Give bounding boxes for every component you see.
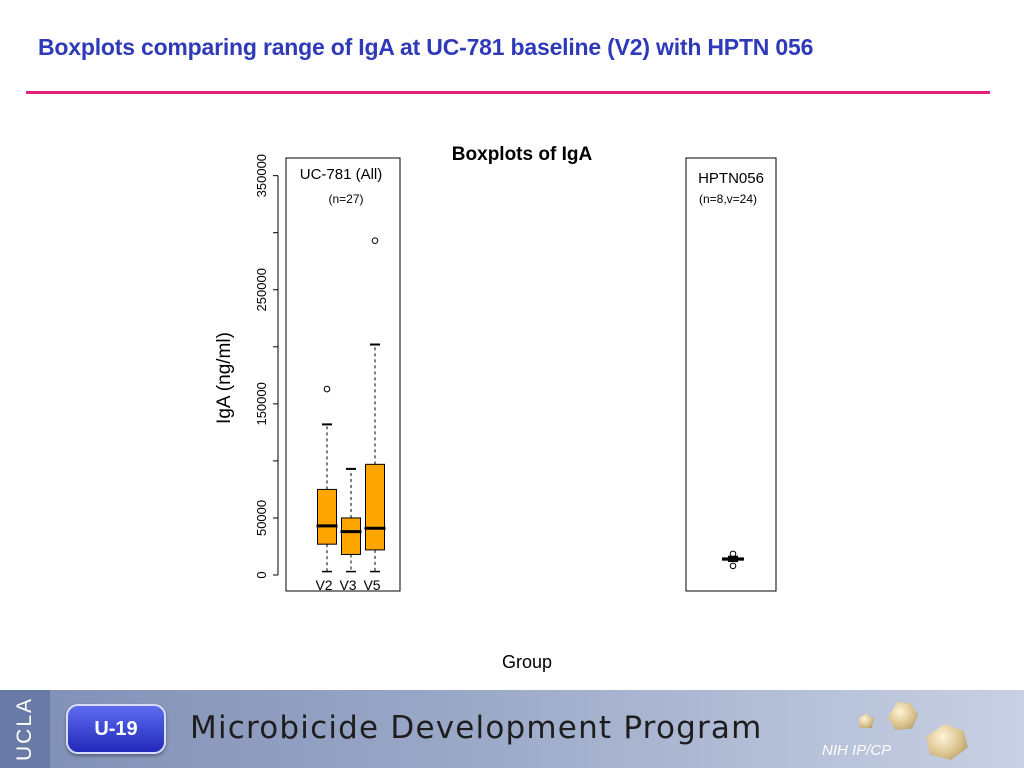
title-divider [26,91,990,94]
panel-frame [685,157,777,592]
u19-badge: U-19 [66,704,166,754]
box-iqr [365,463,385,551]
y-axis-label: IgA (ng/ml) [214,332,235,424]
y-tick-label: 350000 [254,154,269,197]
u19-badge-label: U-19 [94,718,138,740]
box-iqr [317,488,337,545]
ucla-label: UCLA [13,696,36,762]
x-axis-label: Group [502,652,552,672]
panel-sublabel: (n=8,v=24) [699,192,757,206]
box-iqr [341,517,361,555]
box-V3: V3 [339,467,362,593]
panel-label: UC-781 (All) [300,166,383,183]
slide-title: Boxplots comparing range of IgA at UC-78… [38,34,814,60]
box-group [722,550,744,570]
y-axis: 0 50000 150000 250000 350000 [254,154,279,579]
ucla-strip: UCLA [0,690,50,768]
panel-frame [285,157,401,592]
y-tick-label: 50000 [254,500,269,536]
x-category-label: V3 [339,577,356,593]
box-V2: V2 [315,385,338,593]
chart-panels: UC-781 (All) (n=27) V2 V3 V5 HPTN056 (n=8,v=24… [285,157,777,593]
decorative-gem-icon [858,714,874,728]
boxplot-panel: HPTN056 (n=8,v=24) [685,157,777,592]
box-V5: V5 [363,237,386,593]
outlier-point [729,550,737,558]
outlier-point [729,562,737,570]
decorative-gem-icon [888,702,918,730]
program-name: Microbicide Development Program [190,710,763,746]
y-tick-label: 250000 [254,268,269,311]
y-tick-label: 0 [254,571,269,578]
y-tick-label: 150000 [254,382,269,425]
panel-sublabel: (n=27) [328,192,363,206]
outlier-point [371,237,379,244]
outlier-point [323,385,331,393]
footer-banner: UCLA U-19 Microbicide Development Progra… [0,690,1024,768]
nih-label: NIH IP/CP [822,742,892,759]
x-category-label: V5 [363,577,380,593]
panel-label: HPTN056 [698,170,764,187]
boxplot-panel: UC-781 (All) (n=27) V2 V3 V5 [285,157,401,593]
x-category-label: V2 [315,577,332,593]
decorative-gem-icon [926,724,968,760]
boxplot-chart: Boxplots of IgA IgA (ng/ml) Group 0 50000… [214,144,777,672]
chart-title: Boxplots of IgA [452,144,593,165]
